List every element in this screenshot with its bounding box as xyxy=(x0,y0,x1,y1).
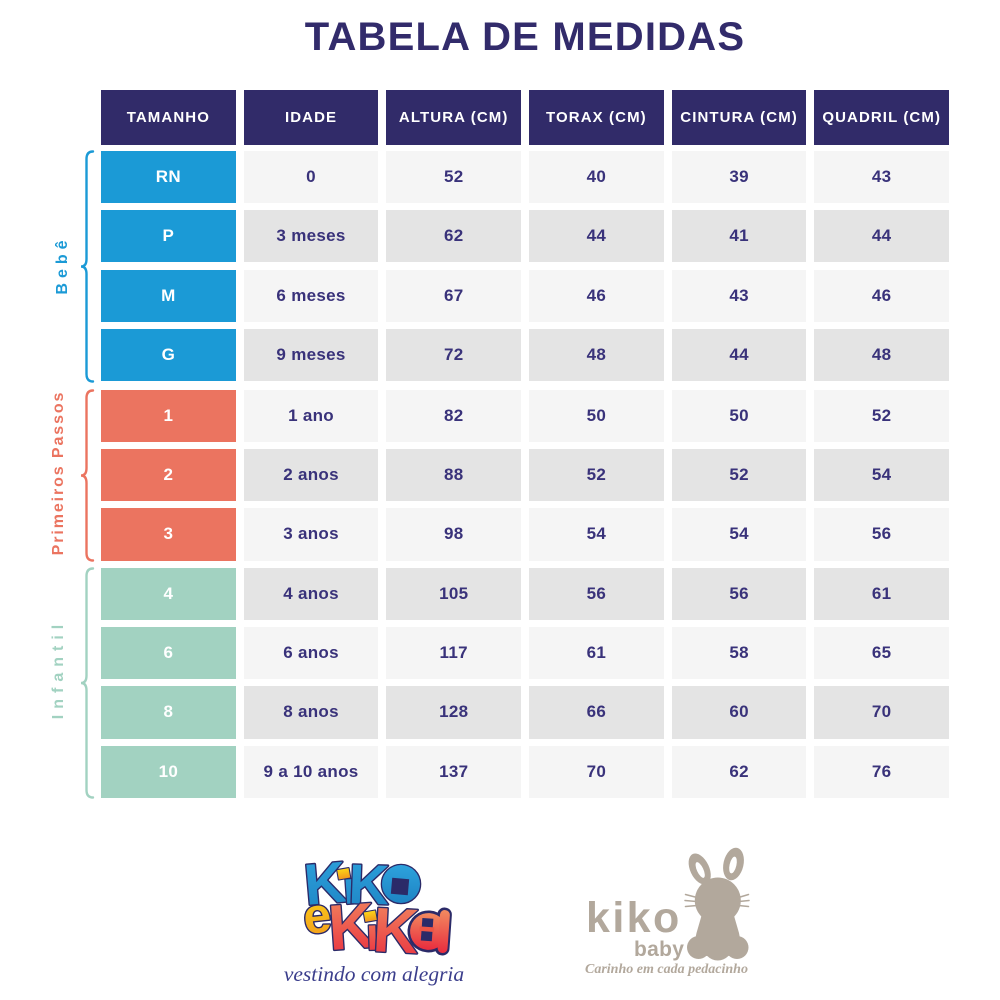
svg-text:vestindo com alegria: vestindo com alegria xyxy=(284,962,464,986)
svg-text:baby: baby xyxy=(634,938,684,961)
svg-text:K: K xyxy=(301,850,349,918)
svg-text:kiko: kiko xyxy=(586,894,682,942)
svg-text:Carinho em cada pedacinho: Carinho em cada pedacinho xyxy=(585,962,748,977)
svg-text:K: K xyxy=(326,889,377,964)
